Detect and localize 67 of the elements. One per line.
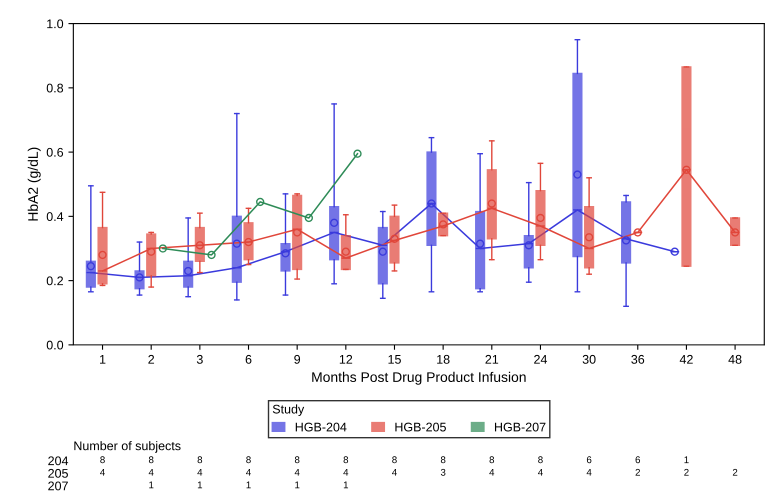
x-axis-title: Months Post Drug Product Infusion xyxy=(312,372,526,385)
data-label: 1 xyxy=(684,456,689,464)
data-label: 4 xyxy=(586,468,592,476)
data-label: 4 xyxy=(538,468,543,476)
data-label: 2 xyxy=(684,468,689,476)
data-label: 8 xyxy=(490,456,494,464)
x-tick-label: 48 xyxy=(728,354,742,364)
data-label: 4 xyxy=(294,468,300,476)
y-tick-label: 205 xyxy=(48,468,68,478)
point xyxy=(304,214,314,222)
data-label: 1 xyxy=(246,482,251,488)
data-label: 1 xyxy=(198,482,202,488)
data-label: 8 xyxy=(294,456,300,464)
x-tick-label: 1 xyxy=(100,355,106,364)
y-tick-label: 0.0 xyxy=(46,340,64,350)
point xyxy=(158,244,168,253)
x-tick-label: 9 xyxy=(294,354,300,364)
data-label: 1 xyxy=(295,482,300,488)
legend-label: HGB-207 xyxy=(494,422,546,432)
data-label: 2 xyxy=(636,468,640,476)
y-tick-label: 207 xyxy=(48,481,68,490)
x-tick-label: 21 xyxy=(485,354,498,364)
data-label: 4 xyxy=(100,468,105,476)
data-label: 8 xyxy=(246,456,251,464)
data-label: 1 xyxy=(149,482,154,488)
x-tick-label: 2 xyxy=(148,354,154,364)
x-tick-label: 18 xyxy=(437,354,450,364)
legend-label: HGB-204 xyxy=(296,422,346,432)
data-label: 8 xyxy=(148,456,154,464)
data-label: 8 xyxy=(198,456,202,464)
data-label: 6 xyxy=(586,456,592,464)
data-label: 6 xyxy=(636,456,640,464)
data-label: 4 xyxy=(489,468,494,476)
x-tick-label: 42 xyxy=(680,354,693,364)
data-label: 8 xyxy=(440,456,446,464)
data-label: 8 xyxy=(344,456,348,464)
point xyxy=(256,198,264,206)
data-label: 8 xyxy=(538,456,543,464)
y-tick-label: 1.0 xyxy=(47,19,64,28)
y-tick-label: 0.2 xyxy=(46,276,63,286)
x-tick-label: 15 xyxy=(388,355,401,364)
y-tick-label: 0.6 xyxy=(46,148,64,157)
data-label: 4 xyxy=(246,468,251,476)
data-label: 1 xyxy=(344,482,348,488)
legend-title: Study xyxy=(272,404,304,416)
y-tick-label: 0.4 xyxy=(46,212,64,222)
data-label: 4 xyxy=(197,468,202,476)
y-axis-title: HbA2 (g/dL) xyxy=(28,148,41,221)
y-tick-label: 0.8 xyxy=(46,84,64,92)
y-tick-label: 204 xyxy=(48,456,68,466)
legend-label: HGB-205 xyxy=(395,422,446,432)
data-label: 4 xyxy=(392,468,397,476)
x-tick-label: 12 xyxy=(340,354,352,364)
point xyxy=(353,150,362,158)
data-label: 3 xyxy=(440,468,446,476)
x-tick-label: 24 xyxy=(534,354,548,364)
data-label: 4 xyxy=(148,468,154,476)
point xyxy=(207,250,216,260)
data-label: 8 xyxy=(100,456,105,464)
x-tick-label: 3 xyxy=(196,354,203,364)
data-label: 4 xyxy=(343,468,348,476)
x-tick-label: 36 xyxy=(631,354,644,364)
data-label: 2 xyxy=(732,468,738,476)
x-tick-label: 30 xyxy=(582,354,596,364)
data-label: 8 xyxy=(392,456,397,464)
chart-title: Number of subjects xyxy=(74,441,181,453)
x-tick-label: 6 xyxy=(246,354,252,364)
